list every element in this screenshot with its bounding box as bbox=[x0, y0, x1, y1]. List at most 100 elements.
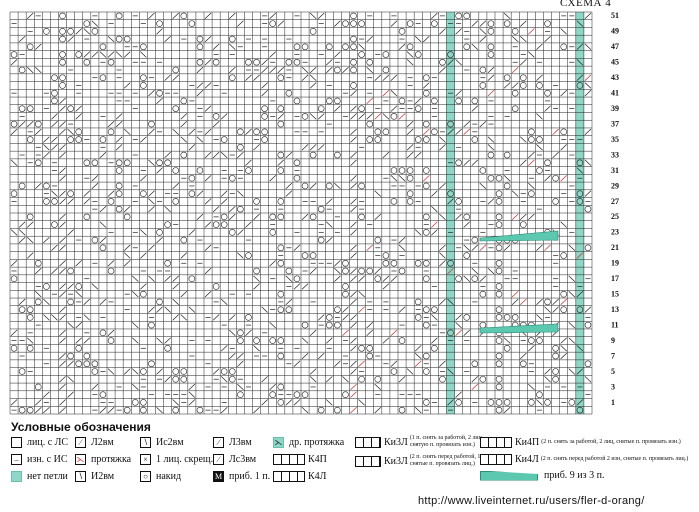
stitch-glyph bbox=[269, 391, 276, 398]
stitch-glyph bbox=[148, 120, 155, 128]
stitch-glyph bbox=[576, 368, 584, 375]
stitch-glyph bbox=[91, 159, 99, 167]
stitch-glyph bbox=[350, 159, 357, 166]
stitch-glyph bbox=[220, 376, 228, 383]
stitch-glyph bbox=[447, 399, 454, 406]
stitch-glyph bbox=[18, 298, 26, 306]
stitch-glyph bbox=[59, 175, 66, 182]
row-number: 9 bbox=[611, 336, 615, 345]
stitch-glyph bbox=[584, 205, 592, 213]
stitch-glyph bbox=[560, 144, 567, 151]
teal-wedge-row23 bbox=[479, 230, 559, 242]
stitch-glyph bbox=[83, 190, 91, 197]
stitch-glyph bbox=[342, 376, 349, 383]
stitch-glyph bbox=[382, 74, 390, 81]
stitch-glyph bbox=[91, 51, 99, 58]
stitch-glyph bbox=[358, 113, 365, 120]
stitch-glyph bbox=[406, 59, 414, 66]
stitch-glyph bbox=[75, 28, 82, 35]
stitch-glyph bbox=[107, 368, 115, 375]
stitch-glyph bbox=[67, 128, 74, 135]
stitch-glyph bbox=[261, 306, 268, 313]
stitch-glyph bbox=[455, 321, 462, 329]
stitch-glyph bbox=[439, 136, 446, 143]
stitch-glyph bbox=[455, 28, 462, 35]
stitch-glyph bbox=[107, 329, 115, 336]
stitch-glyph bbox=[350, 221, 357, 228]
stitch-glyph bbox=[520, 35, 527, 43]
stitch-glyph bbox=[544, 306, 551, 313]
stitch-glyph bbox=[552, 306, 559, 313]
stitch-glyph bbox=[99, 298, 107, 306]
stitch-glyph bbox=[277, 159, 285, 166]
stitch-glyph bbox=[277, 198, 285, 205]
stitch-glyph bbox=[245, 252, 252, 259]
legend-item-no-stitch: нет петли bbox=[11, 471, 68, 482]
row-number: 33 bbox=[611, 150, 619, 159]
stitch-glyph bbox=[59, 337, 66, 344]
stitch-glyph bbox=[26, 43, 34, 51]
stitch-glyph bbox=[487, 198, 495, 205]
stitch-glyph bbox=[503, 182, 511, 190]
stitch-glyph bbox=[439, 66, 446, 74]
stitch-glyph bbox=[107, 337, 115, 344]
stitch-glyph bbox=[576, 59, 584, 66]
stitch-glyph bbox=[358, 51, 365, 58]
stitch-glyph bbox=[576, 198, 584, 205]
stitch-glyph bbox=[229, 206, 236, 213]
stitch-glyph bbox=[237, 360, 244, 367]
stitch-glyph bbox=[520, 159, 527, 166]
stitch-glyph bbox=[43, 151, 50, 159]
stitch-glyph bbox=[229, 314, 236, 321]
stitch-glyph bbox=[544, 20, 551, 27]
stitch-glyph bbox=[536, 298, 543, 306]
stitch-glyph bbox=[51, 113, 58, 120]
stitch-glyph bbox=[528, 151, 535, 159]
stitch-glyph bbox=[172, 128, 179, 135]
stitch-glyph bbox=[269, 229, 276, 236]
stitch-glyph bbox=[35, 407, 42, 414]
stitch-glyph bbox=[390, 198, 398, 205]
stitch-glyph bbox=[326, 321, 333, 329]
stitch-glyph bbox=[91, 383, 99, 391]
row-number: 37 bbox=[611, 119, 619, 128]
stitch-glyph bbox=[479, 82, 487, 89]
stitch-glyph bbox=[414, 229, 422, 236]
stitch-glyph bbox=[309, 66, 317, 74]
stitch-glyph bbox=[439, 144, 446, 151]
stitch-glyph bbox=[107, 35, 115, 43]
stitch-glyph bbox=[309, 252, 317, 259]
stitch-glyph bbox=[366, 136, 373, 143]
stitch-glyph bbox=[156, 298, 163, 306]
row-number: 23 bbox=[611, 228, 619, 237]
stitch-glyph bbox=[172, 314, 179, 321]
stitch-glyph bbox=[495, 283, 503, 290]
stitch-glyph bbox=[75, 360, 82, 368]
stitch-glyph bbox=[43, 144, 50, 151]
stitch-glyph bbox=[140, 252, 147, 259]
row-number: 45 bbox=[611, 58, 619, 67]
stitch-glyph bbox=[51, 97, 58, 105]
stitch-glyph bbox=[180, 151, 188, 159]
legend-item-ki4p: Ки4П (2 п. снять за работой, 2 лиц, снят… bbox=[480, 437, 691, 448]
row-number: 19 bbox=[611, 259, 619, 268]
red-pull-square-icon: ⋋ bbox=[75, 454, 86, 465]
stitch-glyph bbox=[326, 376, 333, 383]
stitch-glyph bbox=[285, 267, 293, 275]
stitch-glyph bbox=[431, 20, 438, 27]
stitch-glyph bbox=[398, 376, 406, 383]
stitch-glyph bbox=[463, 128, 470, 135]
stitch-glyph bbox=[172, 74, 179, 81]
stitch-glyph bbox=[423, 89, 430, 97]
stitch-glyph bbox=[334, 151, 341, 159]
stitch-glyph bbox=[156, 236, 163, 244]
stitch-glyph bbox=[520, 221, 527, 228]
stitch-glyph bbox=[350, 66, 357, 74]
stitch-glyph bbox=[10, 190, 18, 197]
stitch-glyph bbox=[269, 321, 276, 329]
stitch-glyph bbox=[584, 12, 592, 19]
stitch-glyph bbox=[495, 306, 503, 313]
stitch-glyph bbox=[576, 20, 584, 27]
stitch-glyph bbox=[560, 298, 567, 306]
stitch-glyph bbox=[261, 82, 268, 89]
